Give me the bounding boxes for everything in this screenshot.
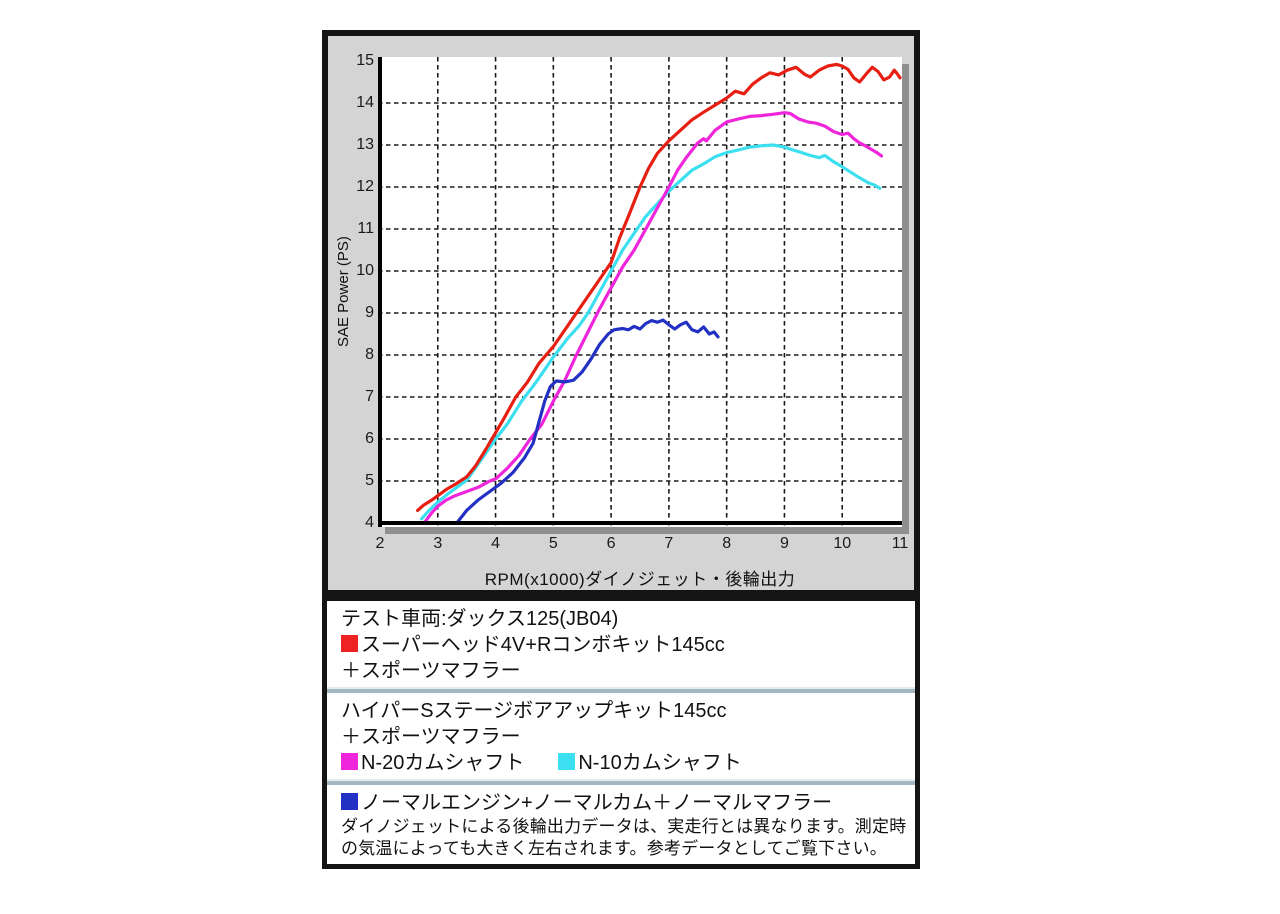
x-tick-label: 4	[491, 535, 500, 552]
cyan-item: N-10カムシャフト	[558, 752, 742, 774]
disclaimer-line-1: ダイノジェットによる後輪出力データは、実走行とは異なります。測定時	[341, 817, 907, 836]
blue-series-swatch	[341, 793, 358, 810]
hyper-s-stage-line: ハイパーSステージボアアップキット145cc	[341, 700, 727, 722]
y-tick-label: 14	[356, 94, 374, 111]
dyno-plot	[378, 57, 902, 527]
n10-camshaft-label: N-10カムシャフト	[578, 752, 742, 774]
camshaft-series-row: N-20カムシャフト N-10カムシャフト	[341, 750, 903, 776]
dyno-chart-panel: SAE Power (PS) 15 14 13 12 11 10 9 8 7 6 5 4 2 3 4 5 6 7…	[322, 30, 920, 596]
x-tick-label: 2	[375, 535, 385, 552]
y-tick-label: 7	[365, 388, 374, 405]
y-tick-label: 13	[356, 136, 374, 153]
y-tick-label: 5	[365, 472, 374, 489]
normal-series-row: ノーマルエンジン+ノーマルカム＋ノーマルマフラー	[341, 790, 903, 816]
x-axis-title: RPM(x1000)ダイノジェット・後輪出力	[484, 570, 796, 589]
legend-panel: テスト車両:ダックス125(JB04) スーパーヘッド4V+Rコンボキット145…	[322, 596, 920, 869]
superhead-muffler-line: ＋スポーツマフラー	[341, 660, 521, 682]
disclaimer-line-2: の気温によっても大きく左右されます。参考データとしてご覧下さい。	[341, 839, 887, 858]
y-tick-label: 9	[365, 304, 374, 321]
y-axis-title: SAE Power (PS)	[335, 236, 352, 348]
y-tick-label: 6	[365, 430, 374, 447]
y-tick-label: 15	[356, 52, 374, 69]
superhead-series-row: スーパーヘッド4V+Rコンボキット145cc	[341, 632, 903, 658]
x-tick-label: 9	[779, 535, 789, 552]
test-vehicle-line: テスト車両:ダックス125(JB04)	[341, 608, 619, 630]
x-tick-label: 6	[606, 535, 616, 552]
x-tick-label: 7	[664, 535, 674, 552]
cyan-series-swatch	[558, 753, 576, 770]
superhead-series-label: スーパーヘッド4V+Rコンボキット145cc	[361, 634, 725, 656]
x-tick-label: 8	[722, 535, 732, 552]
y-tick-label: 10	[356, 262, 374, 279]
x-tick-label: 3	[433, 535, 443, 552]
plot-area	[378, 57, 902, 527]
y-tick-label: 11	[357, 220, 374, 237]
hyper-muffler-line: ＋スポーツマフラー	[341, 726, 521, 748]
y-tick-label: 12	[356, 178, 374, 195]
legend-section-superhead: テスト車両:ダックス125(JB04) スーパーヘッド4V+Rコンボキット145…	[327, 601, 915, 687]
red-series-swatch	[341, 635, 358, 652]
legend-divider	[327, 779, 915, 785]
legend-section-normal: ノーマルエンジン+ノーマルカム＋ノーマルマフラー ダイノジェットによる後輪出力デ…	[327, 785, 915, 863]
y-tick-label: 4	[365, 514, 374, 531]
legend-section-hyper-s-stage: ハイパーSステージボアアップキット145cc ＋スポーツマフラー N-20カムシ…	[327, 693, 915, 779]
x-tick-label: 5	[548, 535, 558, 552]
n20-camshaft-label: N-20カムシャフト	[361, 752, 525, 774]
y-tick-label: 8	[365, 346, 374, 363]
magenta-series-swatch	[341, 753, 358, 770]
legend-divider	[327, 687, 915, 693]
normal-series-label: ノーマルエンジン+ノーマルカム＋ノーマルマフラー	[361, 792, 833, 814]
chart-inner: SAE Power (PS) 15 14 13 12 11 10 9 8 7 6 5 4 2 3 4 5 6 7…	[328, 36, 914, 590]
x-tick-label: 11	[891, 535, 909, 552]
x-tick-label: 10	[833, 535, 852, 552]
